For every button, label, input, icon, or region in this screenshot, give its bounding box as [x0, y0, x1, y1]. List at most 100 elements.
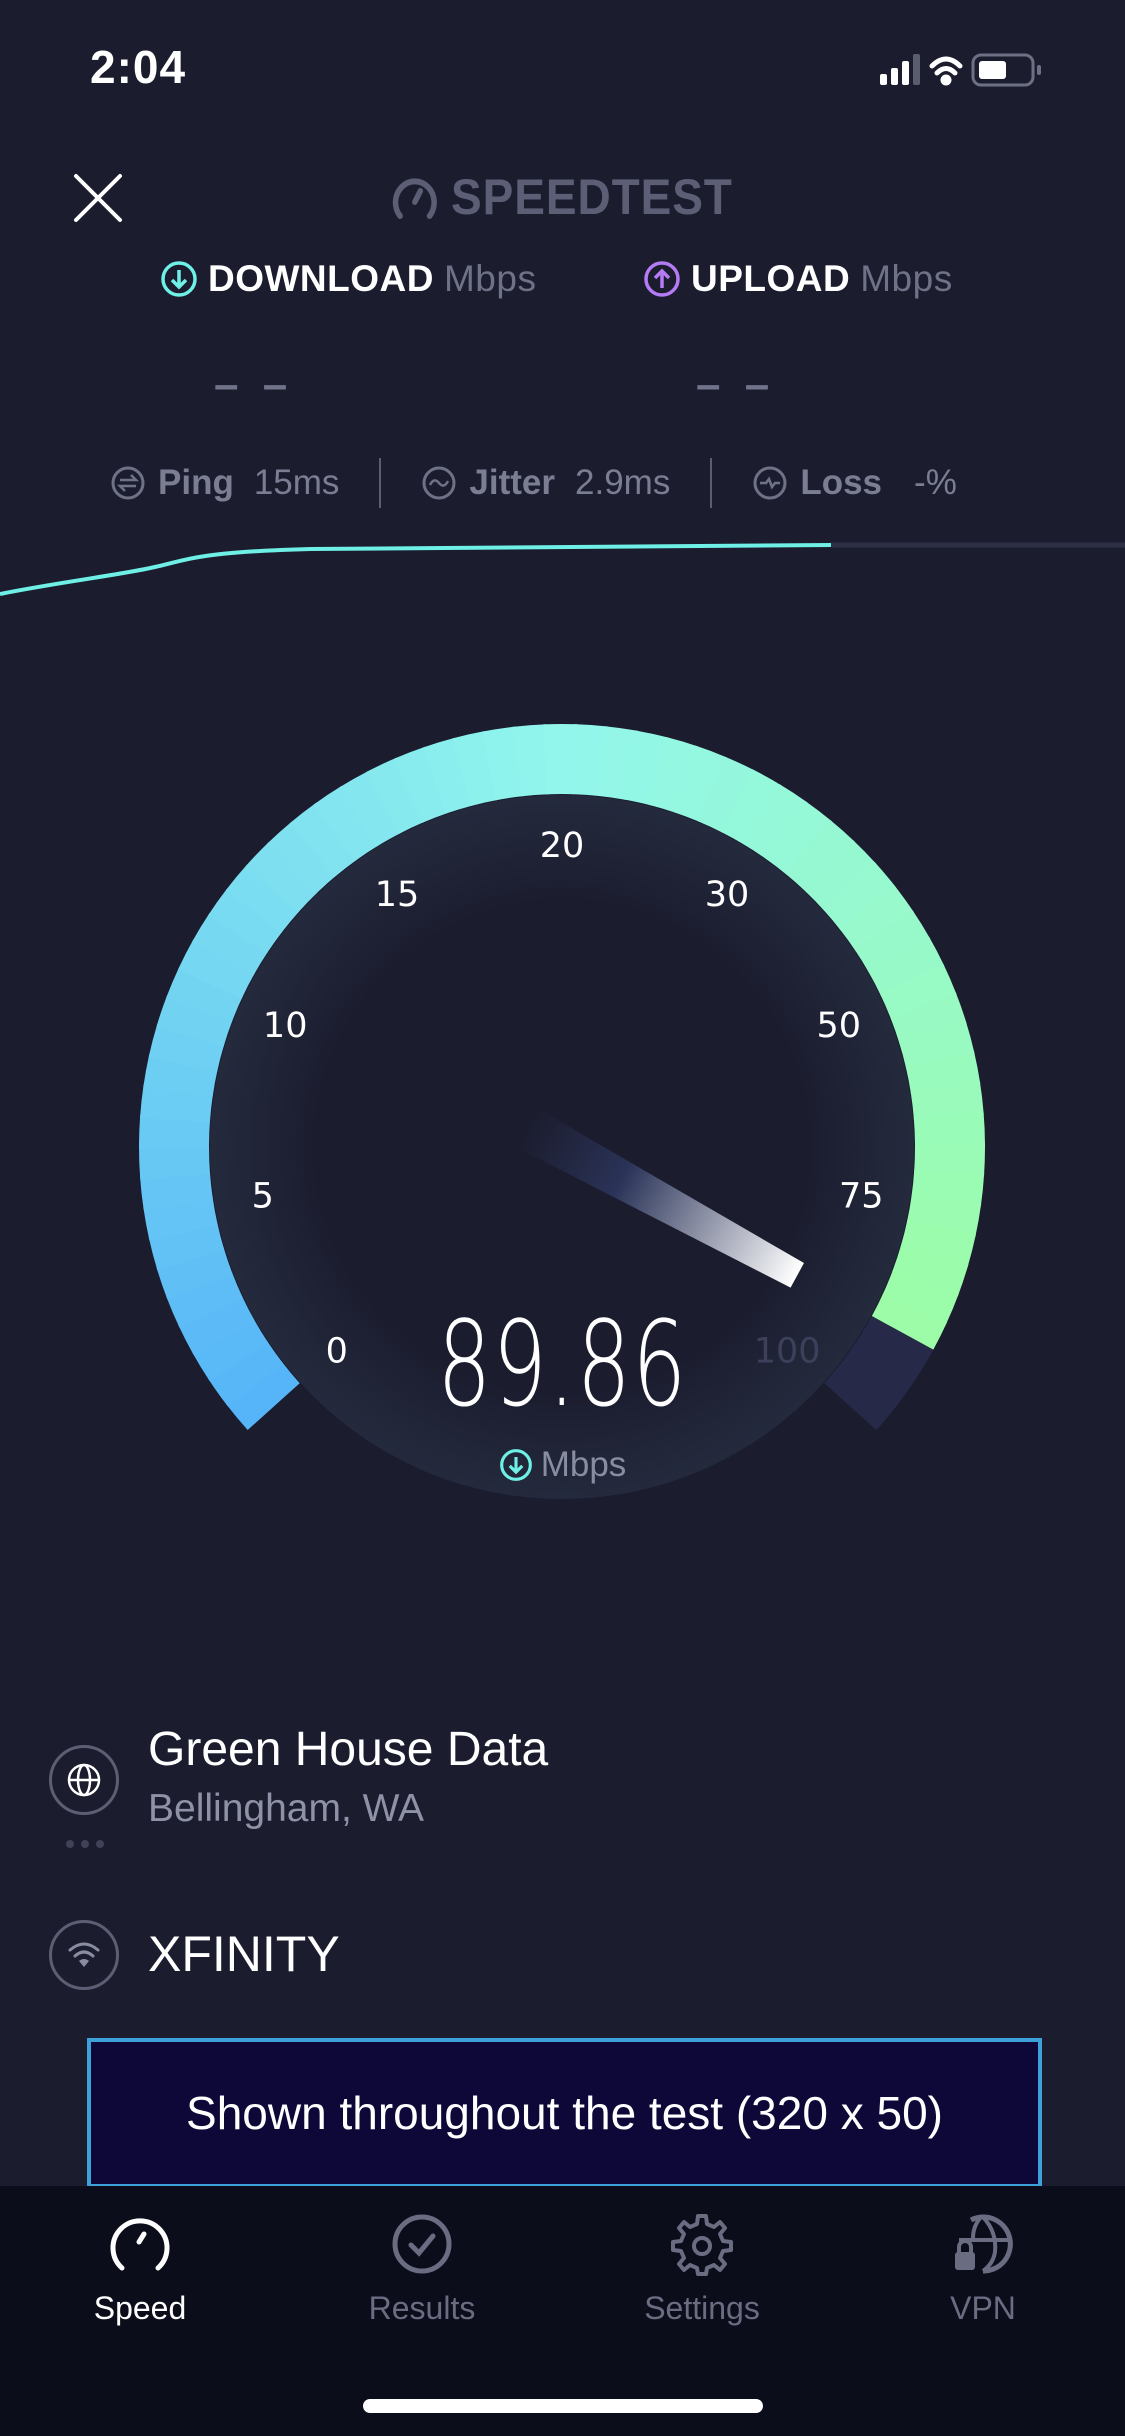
jitter-icon: [422, 466, 456, 500]
server-icon[interactable]: [49, 1745, 119, 1815]
gauge-fill-segment: [867, 936, 945, 997]
gauge-fill-segment: [313, 785, 379, 862]
close-icon[interactable]: [72, 172, 124, 224]
ping-icon: [111, 466, 145, 500]
gauge-tick-label: 10: [263, 1006, 308, 1046]
status-icons: [880, 53, 1041, 87]
download-header: DOWNLOAD Mbps: [160, 258, 536, 300]
check-circle-icon: [392, 2214, 452, 2274]
gauge-fill-segment: [720, 769, 782, 846]
gauge-fill-segment: [785, 819, 855, 893]
ping-metric: Ping 15ms: [110, 463, 339, 503]
gauge-fill-segment: [697, 756, 755, 833]
gauge-fill-segment: [890, 991, 967, 1045]
gauge-fill-segment: [366, 757, 425, 835]
metrics-row: Ping 15ms Jitter 2.9 ms Loss -%: [110, 458, 957, 508]
jitter-label: Jitter: [469, 463, 556, 502]
globe-icon: [67, 1763, 101, 1797]
gauge-tick-label: 5: [252, 1176, 274, 1216]
graph-line: [0, 543, 832, 596]
status-time: 2:04: [90, 41, 187, 93]
gauge-fill-segment: [914, 1142, 985, 1177]
tab-label: Speed: [93, 2290, 187, 2326]
gauge-fill-segment: [192, 913, 269, 977]
loss-unit: %: [925, 463, 957, 502]
tab-vpn[interactable]: VPN: [873, 2212, 1093, 2327]
gauge-fill-segment: [225, 864, 300, 934]
server-name[interactable]: Green House Data: [148, 1723, 549, 1776]
gauge-fill-segment: [913, 1111, 985, 1146]
vpn-globe-lock-icon: [955, 2214, 1013, 2274]
logo-text: SPEEDTEST: [451, 169, 733, 225]
gauge-fill-segment: [854, 910, 931, 974]
upload-unit: Mbps: [860, 258, 953, 299]
ping-value: 15: [253, 463, 293, 502]
tab-label: Results: [368, 2290, 476, 2326]
gauge-fill-segment: [266, 821, 337, 895]
loss-icon: [753, 466, 787, 500]
gauge-fill-segment: [839, 885, 915, 952]
gauge-fill-segment: [394, 746, 449, 824]
gauge-tick-label: 50: [817, 1006, 862, 1046]
wifi-icon: [68, 1942, 100, 1967]
gauge-fill-segment: [898, 1020, 975, 1070]
jitter-value: 2.9: [575, 463, 624, 502]
tab-speed[interactable]: Speed: [30, 2212, 250, 2327]
gauge-fill-segment: [822, 861, 897, 931]
gauge-fill-segment: [743, 784, 808, 860]
more-dots-icon[interactable]: [64, 1838, 106, 1850]
gauge-tick-label: 100: [754, 1332, 821, 1372]
gauge-fill-segment: [139, 1114, 211, 1149]
gauge-needle: [516, 1108, 804, 1288]
gauge-logo-icon: [393, 178, 438, 219]
gauge-fill-segment: [178, 939, 255, 1000]
gauge-fill-segment: [143, 1196, 218, 1241]
isp-name: XFINITY: [148, 1926, 340, 1982]
server-location: Bellingham, WA: [148, 1787, 424, 1830]
gauge-fill-segment: [672, 745, 727, 823]
gauge-fill-segment: [289, 802, 358, 878]
divider: [710, 458, 713, 508]
gauge-fill-segment: [148, 1222, 225, 1271]
gauge-readout: 89.86 Mbps: [0, 1305, 1125, 1485]
loss-value: -: [914, 463, 926, 502]
gauge-fill-segment: [422, 737, 474, 814]
speed-graph: [0, 542, 1125, 596]
upload-label: UPLOAD: [691, 258, 851, 299]
gauge-value: 89.86: [437, 1295, 688, 1433]
wifi-icon: [929, 56, 963, 86]
gauge-fill-segment: [339, 770, 402, 848]
gauge-fill-segment: [245, 842, 318, 914]
speed-icon: [110, 2218, 170, 2271]
gauge-fill-segment: [148, 1024, 225, 1073]
gauge-fill-segment: [140, 1084, 213, 1124]
gauge-fill-segment: [452, 731, 499, 807]
tab-settings[interactable]: Settings: [592, 2212, 812, 2327]
download-unit: Mbps: [443, 258, 537, 299]
gauge-fill-segment: [879, 963, 957, 1021]
gauge-tick-label: 30: [705, 875, 750, 915]
tab-label: VPN: [950, 2290, 1016, 2326]
gauge-fill-segment: [207, 887, 284, 955]
gauge-fill-segment: [764, 800, 832, 876]
upload-value: – –: [696, 360, 776, 409]
ping-unit: ms: [292, 463, 340, 502]
loss-label: Loss: [800, 463, 883, 502]
gauge-unit: Mbps: [540, 1445, 627, 1484]
gauge-fill-segment: [892, 1244, 969, 1297]
ad-banner[interactable]: Shown throughout the test (320 x 50): [87, 2038, 1042, 2188]
gauge-fill-segment: [571, 724, 608, 797]
speedtest-logo: SPEEDTEST: [45, 168, 1080, 226]
gauge-fill-segment: [906, 1194, 982, 1238]
loss-metric: Loss -%: [752, 463, 957, 503]
tab-results[interactable]: Results: [312, 2212, 532, 2327]
gauge-fill-segment: [156, 995, 233, 1048]
home-indicator[interactable]: [363, 2399, 763, 2413]
gauge-tick-label: 75: [839, 1176, 884, 1216]
gauge-tick-label: 20: [540, 826, 585, 866]
ping-label: Ping: [158, 463, 234, 502]
download-value: – –: [214, 360, 294, 409]
ad-text: Shown throughout the test (320 x 50): [186, 2087, 943, 2139]
gauge-fill-segment: [482, 726, 524, 801]
gauge-fill-segment: [910, 1080, 984, 1121]
